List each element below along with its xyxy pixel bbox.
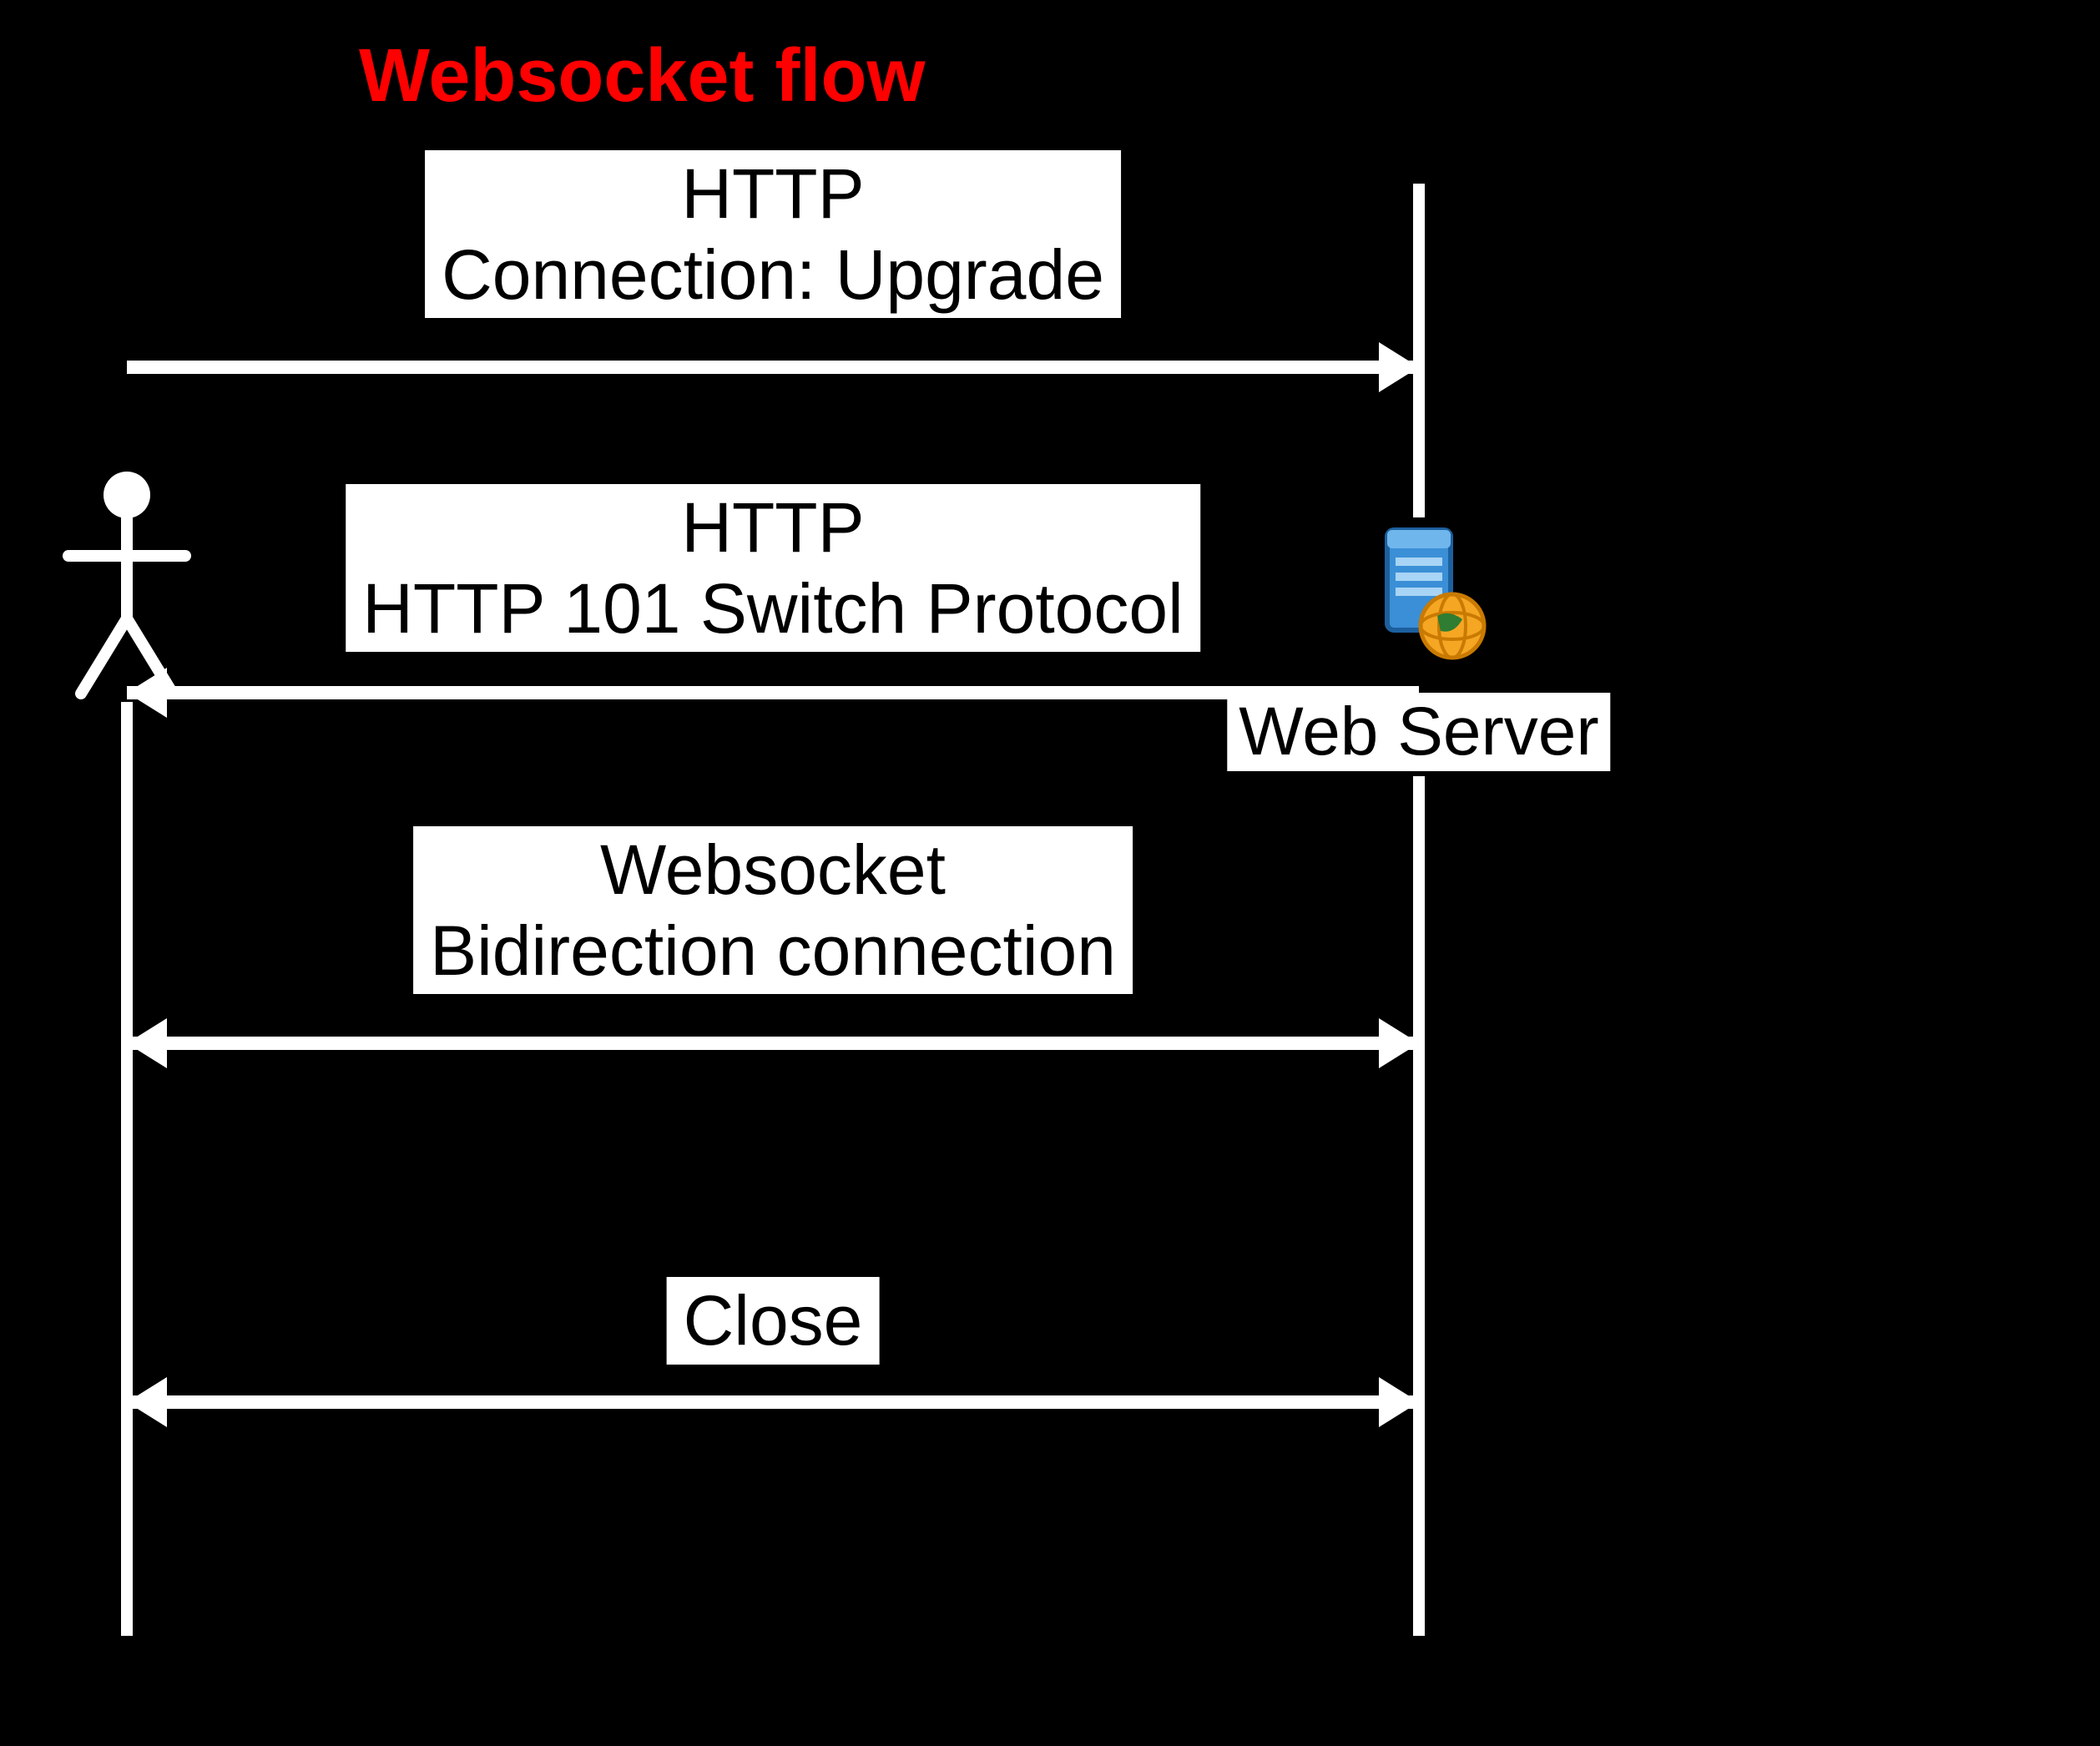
msg-http-upgrade: HTTP Connection: Upgrade xyxy=(425,150,1121,318)
diagram-title: Websocket flow xyxy=(359,33,925,119)
msg-close-line1: Close xyxy=(684,1280,863,1361)
msg-ws-bidir: Websocket Bidirection connection xyxy=(413,826,1133,994)
msg-ws-bidir-line2: Bidirection connection xyxy=(430,911,1116,992)
msg-close: Close xyxy=(667,1277,880,1365)
msg-ws-bidir-line1: Websocket xyxy=(430,830,1116,911)
web-server-label: Web Server xyxy=(1227,693,1610,771)
msg-http-upgrade-line1: HTTP xyxy=(442,154,1104,235)
msg-http-101-line1: HTTP xyxy=(362,487,1184,568)
msg-http-101-line2: HTTP 101 Switch Protocol xyxy=(362,568,1184,649)
msg-http-101: HTTP HTTP 101 Switch Protocol xyxy=(346,484,1200,652)
diagram-canvas: Websocket flow HTTP Connection: Upgrade … xyxy=(0,0,2100,1746)
msg-http-upgrade-line2: Connection: Upgrade xyxy=(442,235,1104,315)
